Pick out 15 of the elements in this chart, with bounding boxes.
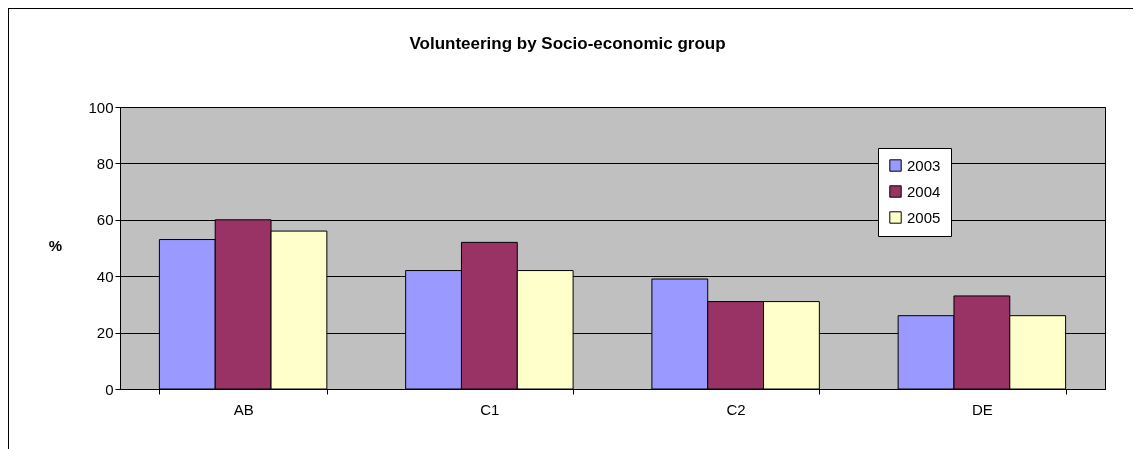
y-axis-title: % bbox=[48, 236, 63, 254]
y-tick-label: 0 bbox=[105, 380, 114, 398]
y-tick-label: 20 bbox=[96, 324, 114, 342]
x-tick-label: C2 bbox=[726, 400, 746, 418]
chart-title: Volunteering by Socio-economic group bbox=[409, 34, 726, 53]
legend-label: 2005 bbox=[907, 208, 941, 226]
x-tick-label: DE bbox=[971, 400, 993, 418]
legend-label: 2004 bbox=[907, 182, 941, 200]
y-tick-label: 60 bbox=[96, 211, 114, 229]
legend-label: 2003 bbox=[907, 156, 941, 174]
x-tick-label: AB bbox=[233, 400, 254, 418]
y-tick-label: 80 bbox=[96, 154, 114, 172]
x-tick-label: C1 bbox=[480, 400, 500, 418]
y-tick-label: 40 bbox=[96, 267, 114, 285]
y-tick-label: 100 bbox=[88, 98, 114, 116]
